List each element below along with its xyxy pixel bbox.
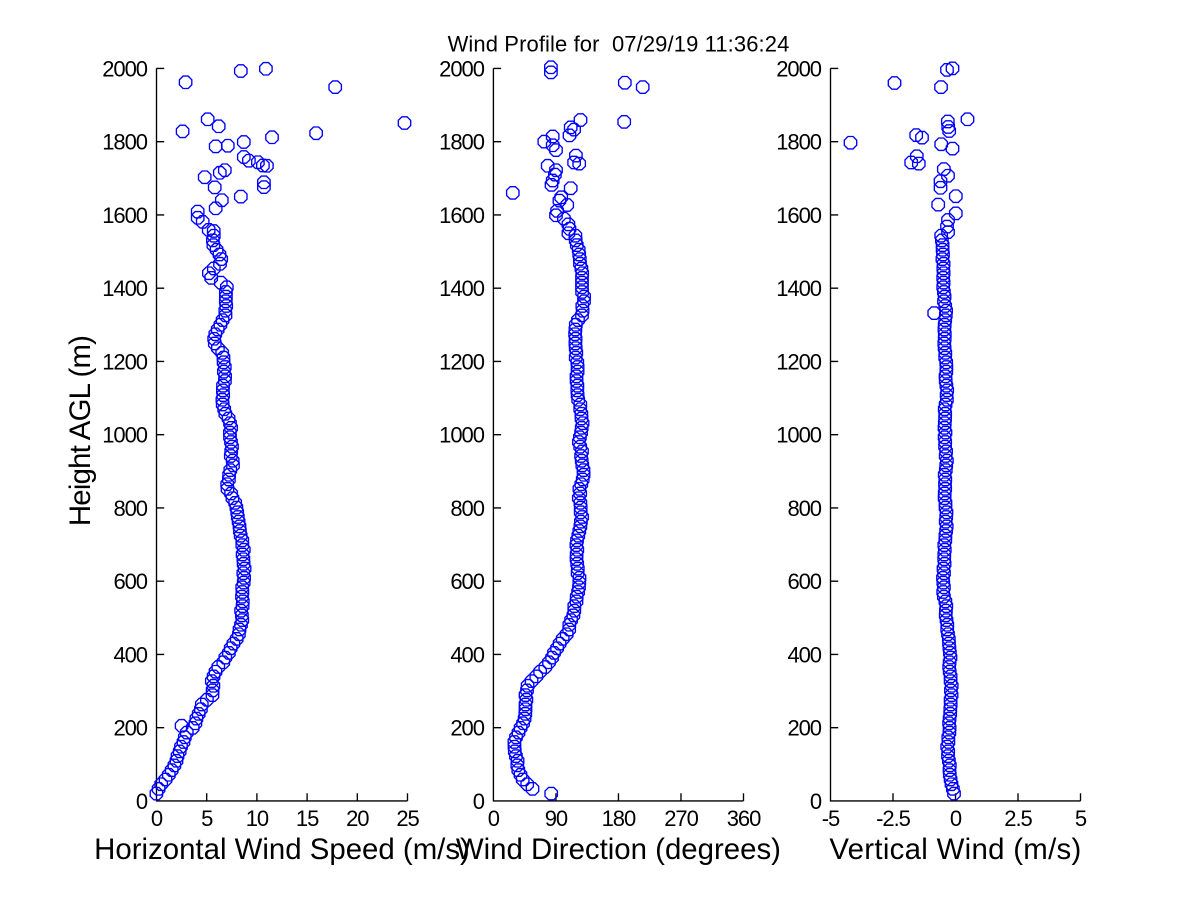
- svg-text:1600: 1600: [776, 203, 822, 228]
- svg-text:0: 0: [950, 806, 962, 831]
- svg-text:200: 200: [787, 716, 821, 741]
- svg-text:360: 360: [727, 806, 761, 831]
- svg-text:0: 0: [488, 806, 500, 831]
- svg-text:400: 400: [113, 642, 147, 667]
- svg-text:1800: 1800: [102, 130, 148, 155]
- svg-text:400: 400: [787, 642, 821, 667]
- svg-text:2000: 2000: [776, 56, 822, 81]
- svg-text:Wind Profile for 07/29/19 11:: Wind Profile for 07/29/19 11:36:24: [448, 32, 790, 57]
- svg-text:1200: 1200: [439, 349, 485, 374]
- svg-text:200: 200: [450, 716, 484, 741]
- svg-text:Horizontal Wind Speed (m/s): Horizontal Wind Speed (m/s): [94, 833, 470, 866]
- svg-text:5: 5: [201, 806, 213, 831]
- svg-text:1400: 1400: [439, 276, 485, 301]
- svg-text:2000: 2000: [439, 56, 485, 81]
- svg-text:180: 180: [602, 806, 636, 831]
- svg-text:800: 800: [450, 496, 484, 521]
- svg-text:0: 0: [473, 789, 485, 814]
- svg-text:10: 10: [246, 806, 269, 831]
- svg-text:1000: 1000: [776, 423, 822, 448]
- svg-text:-5: -5: [822, 806, 840, 831]
- svg-text:Wind Direction (degrees): Wind Direction (degrees): [456, 833, 781, 866]
- svg-text:2000: 2000: [102, 56, 148, 81]
- svg-text:Height AGL (m): Height AGL (m): [64, 336, 97, 526]
- svg-text:1200: 1200: [776, 349, 822, 374]
- svg-text:1800: 1800: [439, 130, 485, 155]
- svg-text:20: 20: [346, 806, 369, 831]
- svg-text:15: 15: [296, 806, 319, 831]
- svg-text:25: 25: [396, 806, 419, 831]
- svg-text:800: 800: [787, 496, 821, 521]
- svg-text:0: 0: [151, 806, 163, 831]
- svg-text:600: 600: [787, 569, 821, 594]
- svg-text:800: 800: [113, 496, 147, 521]
- svg-text:2.5: 2.5: [1004, 806, 1032, 831]
- svg-text:1000: 1000: [439, 423, 485, 448]
- svg-text:90: 90: [545, 806, 568, 831]
- svg-text:1400: 1400: [776, 276, 822, 301]
- svg-text:600: 600: [450, 569, 484, 594]
- svg-text:1600: 1600: [439, 203, 485, 228]
- svg-text:400: 400: [450, 642, 484, 667]
- svg-text:1000: 1000: [102, 423, 148, 448]
- svg-text:1800: 1800: [776, 130, 822, 155]
- svg-text:200: 200: [113, 716, 147, 741]
- svg-text:1200: 1200: [102, 349, 148, 374]
- svg-text:1600: 1600: [102, 203, 148, 228]
- svg-text:1400: 1400: [102, 276, 148, 301]
- svg-text:0: 0: [136, 789, 148, 814]
- svg-text:0: 0: [810, 789, 822, 814]
- svg-text:270: 270: [664, 806, 698, 831]
- svg-text:-2.5: -2.5: [876, 806, 911, 831]
- svg-text:Vertical Wind (m/s): Vertical Wind (m/s): [829, 833, 1081, 866]
- svg-text:5: 5: [1075, 806, 1087, 831]
- svg-text:600: 600: [113, 569, 147, 594]
